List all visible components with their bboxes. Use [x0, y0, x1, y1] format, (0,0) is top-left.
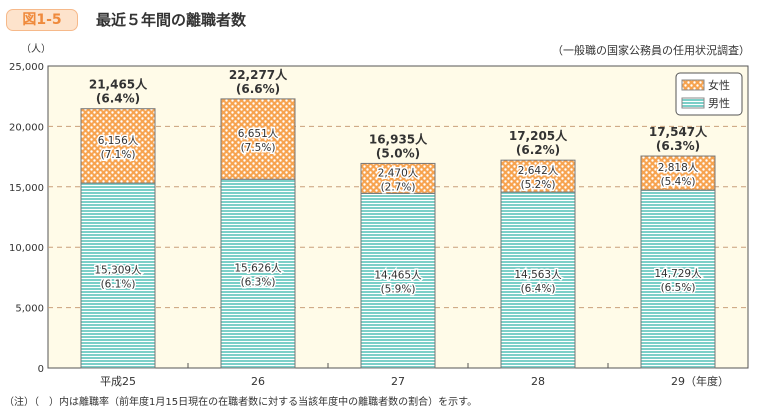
- female-rate-label: (5.2%): [521, 179, 556, 191]
- figure-label: 図1-5: [6, 9, 78, 31]
- x-tick-label: 29（年度）: [671, 374, 729, 388]
- male-rate-label: (6.4%): [521, 283, 556, 295]
- x-tick-label: 平成25: [100, 375, 136, 388]
- y-tick-label: 15,000: [9, 183, 44, 194]
- total-value-label: 17,205人: [509, 128, 568, 143]
- total-value-label: 21,465人: [89, 77, 148, 92]
- y-tick-label: 0: [38, 364, 44, 375]
- total-rate-label: (6.4%): [96, 92, 140, 106]
- total-rate-label: (6.6%): [236, 82, 280, 96]
- legend-label: 男性: [708, 96, 730, 110]
- male-rate-label: (6.1%): [101, 279, 136, 291]
- total-rate-label: (6.3%): [656, 139, 700, 153]
- bar-female: [220, 98, 296, 180]
- bar-female: [80, 108, 156, 184]
- source-note: （一般職の国家公務員の任用状況調査）: [552, 44, 750, 57]
- total-rate-label: (6.2%): [516, 143, 560, 157]
- y-axis-unit: （人）: [21, 43, 51, 55]
- x-tick-label: 28: [531, 375, 545, 388]
- bar-male: [500, 191, 576, 369]
- stacked-bar-chart: 0 5,000 10,000 15,000 20,000 25,000 （人） 15,309人…: [9, 43, 749, 388]
- total-value-label: 22,277人: [229, 67, 288, 82]
- total-value-label: 17,547人: [649, 124, 708, 139]
- x-tick-label: 27: [391, 375, 405, 388]
- bar-female: [360, 162, 436, 194]
- legend-swatch: [681, 79, 705, 91]
- female-value-label: 2,470人: [378, 167, 419, 179]
- female-value-label: 2,642人: [518, 165, 559, 177]
- legend-label: 女性: [708, 78, 730, 92]
- female-rate-label: (7.5%): [241, 142, 276, 154]
- female-rate-label: (5.4%): [661, 176, 696, 188]
- male-value-label: 14,563人: [514, 269, 562, 281]
- male-rate-label: (6.3%): [241, 277, 276, 289]
- footnote: （注）（ ）内は離職率（前年度1月15日現在の在職者数に対する当該年度中の離職者…: [4, 397, 478, 408]
- female-value-label: 2,818人: [658, 162, 699, 174]
- y-tick-label: 25,000: [9, 62, 44, 73]
- female-rate-label: (7.1%): [101, 149, 136, 161]
- bar-male: [80, 182, 156, 369]
- total-rate-label: (5.0%): [376, 146, 420, 160]
- female-value-label: 6,156人: [98, 135, 139, 147]
- female-value-label: 6,651人: [238, 128, 279, 140]
- y-tick-label: 20,000: [9, 122, 44, 133]
- bar-female: [500, 159, 576, 193]
- male-rate-label: (5.9%): [381, 284, 416, 296]
- male-value-label: 14,465人: [374, 270, 422, 282]
- female-rate-label: (2.7%): [381, 181, 416, 193]
- male-value-label: 14,729人: [654, 268, 702, 280]
- male-value-label: 15,626人: [234, 263, 282, 275]
- bar-male: [640, 189, 716, 369]
- male-rate-label: (6.5%): [661, 282, 696, 294]
- chart-title: 最近５年間の離職者数: [96, 11, 247, 29]
- male-value-label: 15,309人: [94, 265, 142, 277]
- total-value-label: 16,935人: [369, 131, 428, 146]
- bar-female: [640, 155, 716, 191]
- bar-male: [360, 192, 436, 369]
- legend-swatch: [681, 97, 705, 109]
- y-tick-label: 5,000: [15, 304, 44, 315]
- y-tick-label: 10,000: [9, 243, 44, 254]
- x-tick-label: 26: [251, 375, 265, 388]
